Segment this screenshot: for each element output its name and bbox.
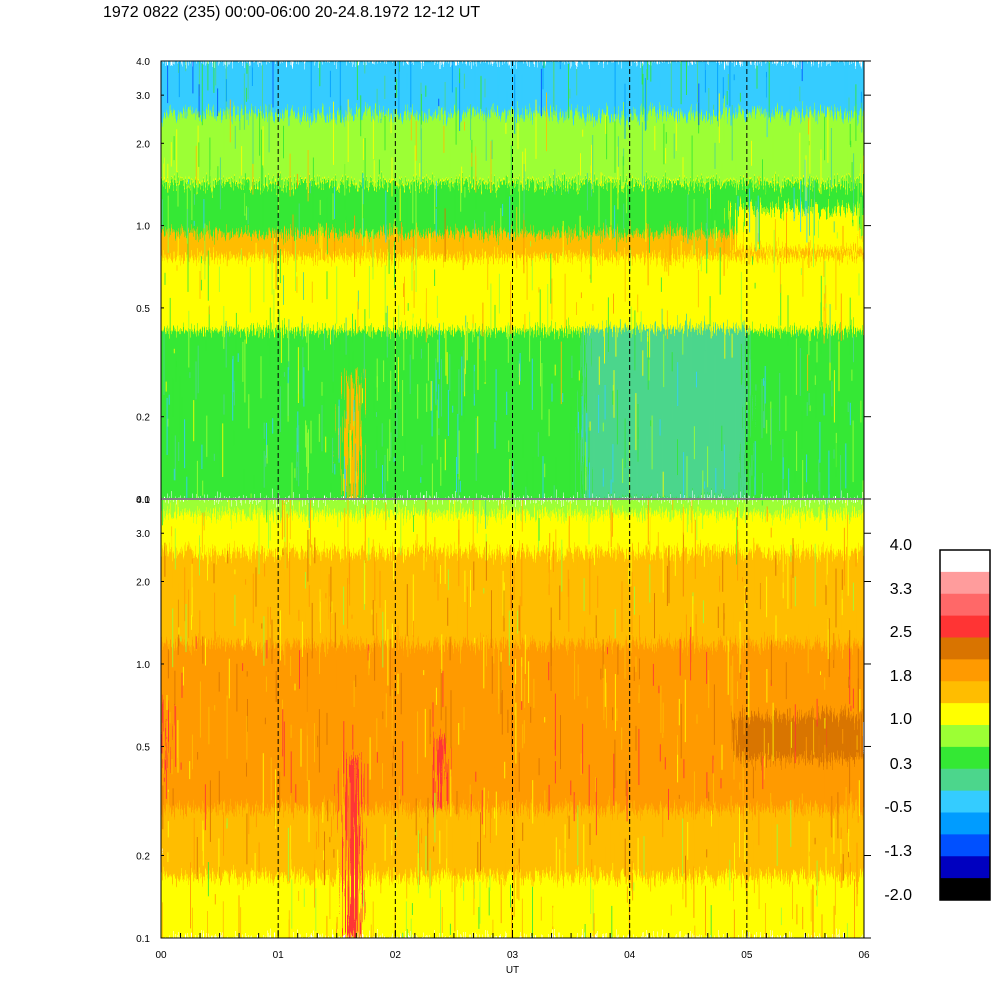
colorbar-swatch: [940, 637, 990, 660]
heatmap-texture: [162, 500, 864, 938]
colorbar-label: 1.8: [890, 668, 912, 685]
y-tick-label: 1.0: [136, 222, 150, 233]
heatmap-feature: [346, 376, 361, 498]
colorbar-swatch: [940, 878, 990, 901]
colorbar-swatch: [940, 856, 990, 879]
y-tick-label: 4.0: [136, 495, 150, 506]
colorbar-swatch: [940, 812, 990, 835]
x-tick-label: 02: [390, 950, 402, 961]
x-tick-label: 06: [858, 950, 870, 961]
colorbar-label: 0.3: [890, 756, 912, 773]
heatmap-feature: [436, 735, 445, 808]
x-tick-label: 03: [507, 950, 519, 961]
x-axis-label: UT: [506, 965, 519, 976]
heatmap-feature: [735, 209, 864, 250]
colorbar-swatch: [940, 550, 990, 573]
colorbar-swatch: [940, 615, 990, 639]
colorbar-label: -1.3: [884, 843, 912, 860]
x-tick-label: 01: [273, 950, 285, 961]
colorbar-label: 4.0: [890, 537, 912, 554]
colorbar-swatch: [940, 703, 990, 726]
colorbar-swatch: [940, 659, 990, 682]
y-tick-label: 1.0: [136, 660, 150, 671]
x-tick-label: 05: [741, 950, 753, 961]
colorbar-swatch: [940, 725, 990, 748]
x-tick-label: 04: [624, 950, 636, 961]
y-tick-label: 3.0: [136, 529, 150, 540]
colorbar-label: -2.0: [884, 887, 912, 904]
colorbar-frame: [939, 549, 991, 901]
colorbar-label: 1.0: [890, 711, 912, 728]
y-tick-label: 0.1: [136, 495, 150, 506]
y-tick-label: 0.2: [136, 852, 150, 863]
heatmap-texture: [162, 61, 864, 498]
panel-lower: 0.1 0.2 0.5 1.0 2.0 3.0 4.0 00 01 02 03 04 05 06 UT: [136, 495, 871, 976]
y-tick-label: 3.0: [136, 91, 150, 102]
heatmap-feature: [582, 328, 747, 498]
heatmap-band: [161, 500, 864, 514]
colorbar-label: 2.5: [890, 624, 912, 641]
y-tick-label: 4.0: [136, 57, 150, 68]
heatmap-feature: [735, 715, 864, 760]
colorbar-label: -0.5: [884, 799, 912, 816]
colorbar-swatch: [940, 746, 990, 770]
colorbar-swatch: [940, 571, 990, 595]
colorbar: 4.0 3.3 2.5 1.8 1.0 0.3 -0.5 -1.3 -2.0: [884, 537, 991, 904]
y-tick-label: 0.1: [136, 934, 150, 945]
colorbar-swatch: [940, 593, 990, 617]
colorbar-swatch: [940, 768, 990, 792]
y-tick-label: 0.5: [136, 742, 150, 753]
colorbar-label: 3.3: [890, 581, 912, 598]
chart-title: 1972 0822 (235) 00:00-06:00 20-24.8.1972…: [103, 4, 481, 21]
colorbar-swatch: [940, 790, 990, 814]
y-tick-label: 2.0: [136, 577, 150, 588]
y-tick-label: 2.0: [136, 139, 150, 150]
heatmap-feature: [161, 162, 864, 182]
y-tick-label: 0.2: [136, 413, 150, 424]
colorbar-swatch: [940, 681, 990, 704]
panel-upper: 0.1 0.2 0.5 1.0 2.0 3.0 4.0: [136, 57, 871, 506]
colorbar-swatch: [940, 834, 990, 857]
x-tick-label: 00: [155, 950, 167, 961]
y-tick-label: 0.5: [136, 304, 150, 315]
